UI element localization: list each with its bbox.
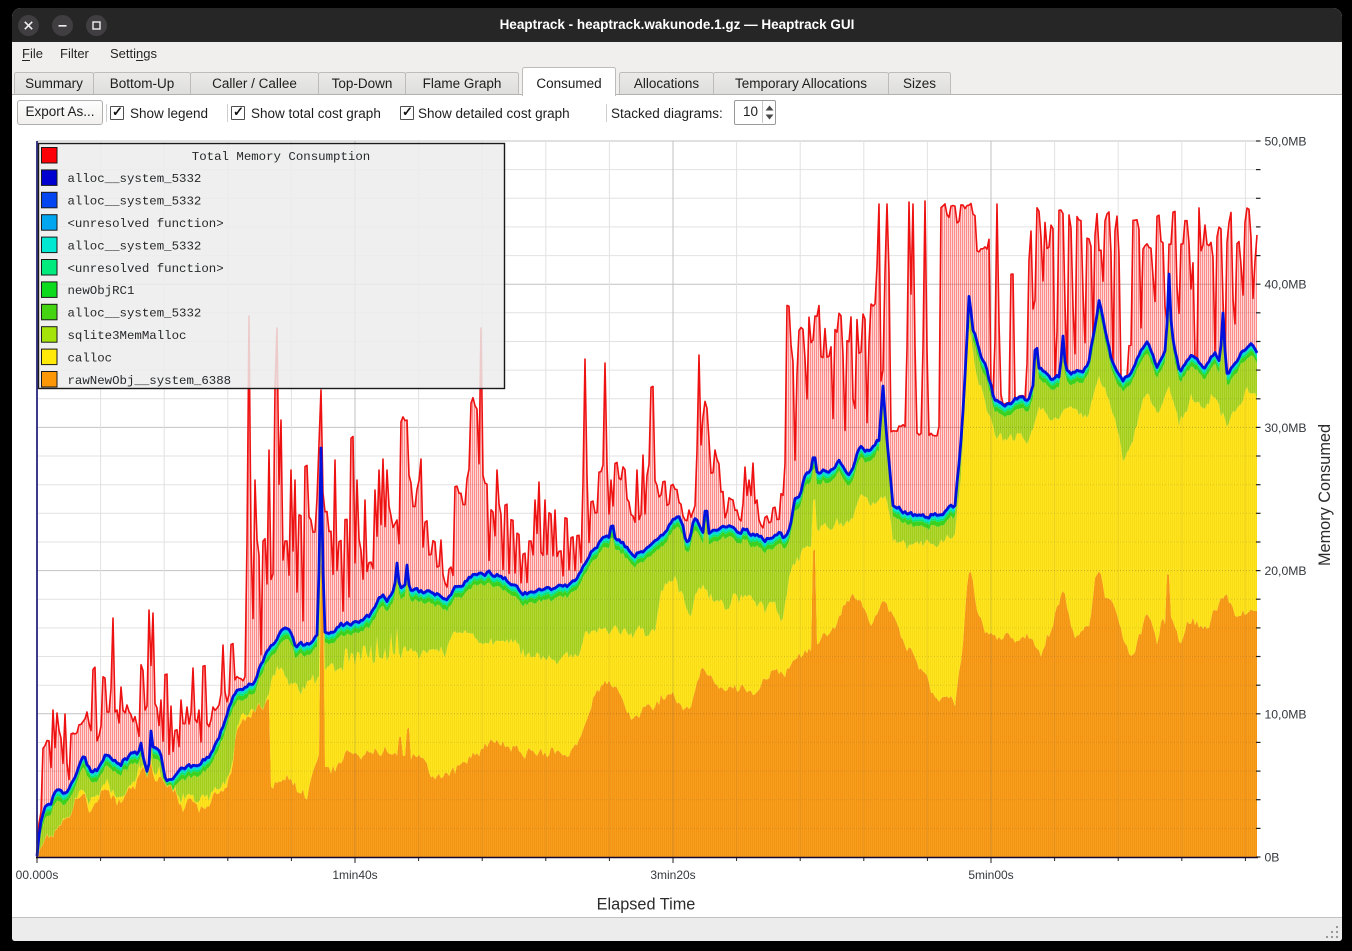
svg-text:00.000s: 00.000s — [16, 868, 59, 882]
svg-text:alloc__system_5332: alloc__system_5332 — [68, 172, 202, 186]
svg-text:Memory Consumed: Memory Consumed — [1316, 424, 1334, 566]
svg-text:calloc: calloc — [68, 351, 113, 365]
svg-text:1min40s: 1min40s — [332, 868, 377, 882]
svg-text:30,0MB: 30,0MB — [1265, 421, 1307, 435]
svg-text:20,0MB: 20,0MB — [1265, 564, 1307, 578]
svg-text:0B: 0B — [1265, 851, 1280, 865]
svg-text:40,0MB: 40,0MB — [1265, 278, 1307, 292]
svg-text:Elapsed Time: Elapsed Time — [597, 896, 696, 914]
svg-text:50,0MB: 50,0MB — [1265, 135, 1307, 149]
svg-text:10,0MB: 10,0MB — [1265, 707, 1307, 721]
svg-text:Total Memory Consumption: Total Memory Consumption — [192, 150, 370, 164]
svg-text:<unresolved function>: <unresolved function> — [68, 217, 224, 231]
svg-text:alloc__system_5332: alloc__system_5332 — [68, 195, 202, 209]
svg-text:5min00s: 5min00s — [968, 868, 1013, 882]
svg-text:alloc__system_5332: alloc__system_5332 — [68, 307, 202, 321]
svg-text:sqlite3MemMalloc: sqlite3MemMalloc — [68, 329, 187, 343]
svg-text:newObjRC1: newObjRC1 — [68, 284, 135, 298]
svg-text:<unresolved function>: <unresolved function> — [68, 262, 224, 276]
svg-text:3min20s: 3min20s — [650, 868, 695, 882]
svg-text:alloc__system_5332: alloc__system_5332 — [68, 239, 202, 253]
svg-text:rawNewObj__system_6388: rawNewObj__system_6388 — [68, 374, 232, 388]
